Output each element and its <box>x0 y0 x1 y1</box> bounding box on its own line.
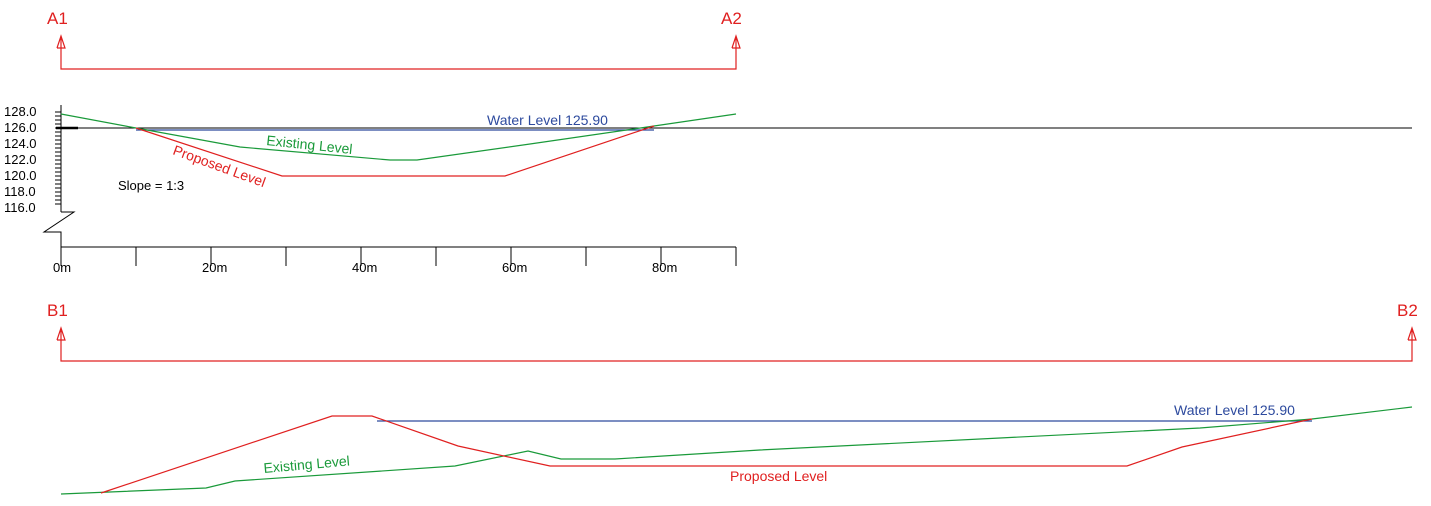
axis-break-icon <box>42 211 76 262</box>
y-tick-label: 116.0 <box>4 200 36 215</box>
section-b-profile: Water Level 125.90 Existing Level Propos… <box>60 402 1413 495</box>
section-a-y-tick-marks <box>55 111 61 205</box>
section-b-existing-line <box>60 406 1413 495</box>
x-tick-label: 20m <box>202 260 227 275</box>
section-b-proposed-line <box>100 415 1313 494</box>
section-b-line <box>60 344 1413 362</box>
x-tick-label: 60m <box>502 260 527 275</box>
y-tick-label: 126.0 <box>4 120 37 135</box>
section-a-start-arrow-icon <box>56 34 66 52</box>
section-a-proposed-line <box>135 125 655 177</box>
section-a-start-label: A1 <box>47 9 68 28</box>
y-tick-label: 128.0 <box>4 104 37 119</box>
y-tick-label: 124.0 <box>4 136 37 151</box>
x-tick-label: 0m <box>53 260 71 275</box>
x-tick-label: 40m <box>352 260 377 275</box>
section-a-line <box>60 52 737 70</box>
section-b-water-label: Water Level 125.90 <box>1174 402 1295 418</box>
section-b-marker: B1 B2 <box>47 301 1418 362</box>
section-a-marker: A1 A2 <box>47 9 742 70</box>
section-b-proposed-label: Proposed Level <box>730 468 827 484</box>
section-b-end-label: B2 <box>1397 301 1418 320</box>
section-a-x-tick-marks <box>60 247 737 266</box>
section-b-start-arrow-icon <box>56 326 66 344</box>
section-a-existing-line <box>60 113 737 161</box>
section-b-existing-label: Existing Level <box>263 453 350 476</box>
section-a-proposed-label: Proposed Level <box>171 142 268 190</box>
y-tick-label: 120.0 <box>4 168 37 183</box>
section-a-slope-label: Slope = 1:3 <box>118 178 184 193</box>
y-tick-label: 122.0 <box>4 152 37 167</box>
section-a-profile: 128.0 126.0 124.0 122.0 120.0 118.0 116.… <box>4 104 1412 275</box>
y-tick-label: 118.0 <box>4 184 36 199</box>
section-a-water-label: Water Level 125.90 <box>487 112 608 128</box>
x-tick-label: 80m <box>652 260 677 275</box>
section-a-end-arrow-icon <box>731 34 741 52</box>
section-b-start-label: B1 <box>47 301 68 320</box>
section-b-end-arrow-icon <box>1407 326 1417 344</box>
section-a-end-label: A2 <box>721 9 742 28</box>
